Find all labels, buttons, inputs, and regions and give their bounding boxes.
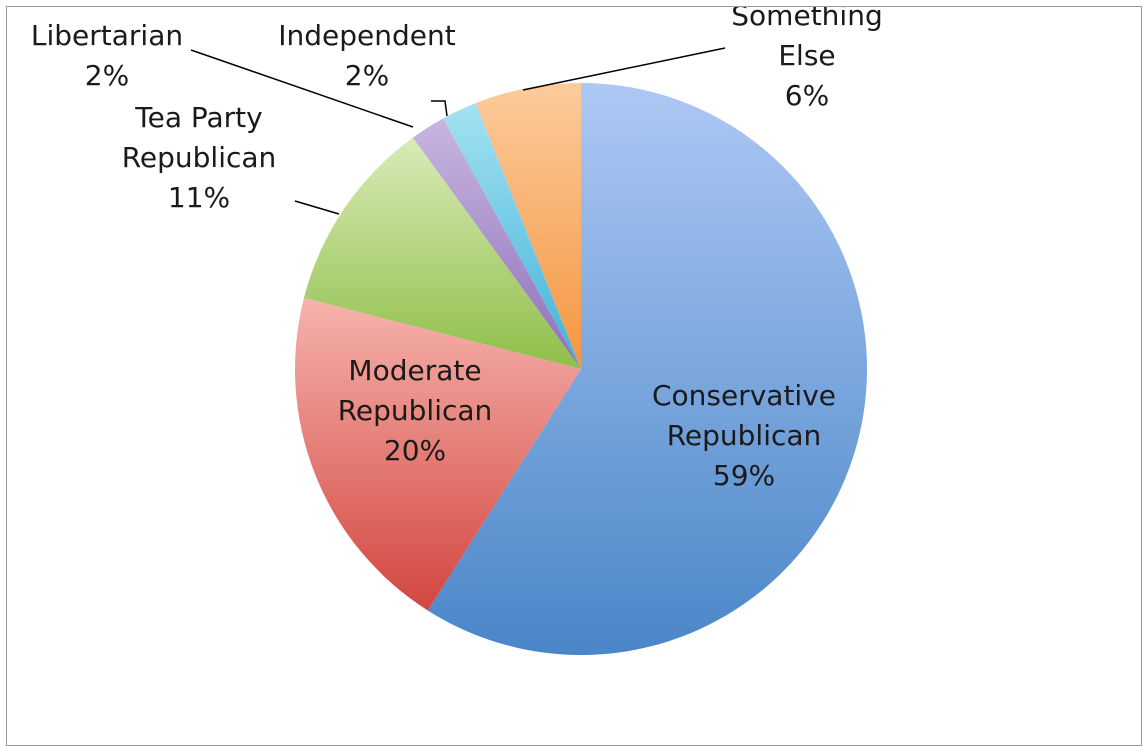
slice-label: Moderate Republican 20% xyxy=(338,354,493,467)
slice-value-label: 6% xyxy=(785,79,829,112)
leader-line xyxy=(190,49,414,128)
leader-line xyxy=(522,47,726,91)
slice-category-label: Conservative xyxy=(652,379,836,412)
slice-label: Libertarian 2% xyxy=(31,19,183,92)
leader-line xyxy=(431,100,448,117)
slice-category-label: Something xyxy=(731,7,882,32)
slice-category-label: Republican xyxy=(122,141,277,174)
slice-label: Tea Party Republican 11% xyxy=(122,101,277,214)
chart-frame: Conservative Republican 59% Moderate Republi… xyxy=(6,6,1142,746)
pie-slice-conservative-republican xyxy=(427,83,868,655)
pie-chart: Conservative Republican 59% Moderate Republi… xyxy=(31,7,883,655)
pie-slice-libertarian xyxy=(412,118,581,370)
pie-slice-independent xyxy=(443,103,581,369)
slice-value-label: 11% xyxy=(168,181,230,214)
slice-category-label: Tea Party xyxy=(134,101,262,134)
leader-line xyxy=(294,200,340,215)
pie-slice-something-else xyxy=(475,83,581,369)
slice-value-label: 59% xyxy=(713,459,775,492)
slice-value-label: 2% xyxy=(345,59,389,92)
slice-label: Independent 2% xyxy=(278,19,455,92)
slice-label: Conservative Republican 59% xyxy=(652,379,836,492)
slice-value-label: 20% xyxy=(384,434,446,467)
slice-category-label: Republican xyxy=(338,394,493,427)
slice-category-label: Republican xyxy=(667,419,822,452)
leader-lines xyxy=(190,47,726,215)
slice-labels: Conservative Republican 59% Moderate Republi… xyxy=(31,7,883,492)
slice-category-label: Moderate xyxy=(348,354,481,387)
slice-value-label: 2% xyxy=(85,59,129,92)
pie-slice-tea-party-republican xyxy=(303,137,581,369)
slice-category-label: Independent xyxy=(278,19,455,52)
pie-slice-moderate-republican xyxy=(295,297,581,611)
slice-category-label: Libertarian xyxy=(31,19,183,52)
slice-category-label: Else xyxy=(778,39,835,72)
slice-label: Something Else 6% xyxy=(731,7,882,112)
pie-slices xyxy=(295,83,868,655)
